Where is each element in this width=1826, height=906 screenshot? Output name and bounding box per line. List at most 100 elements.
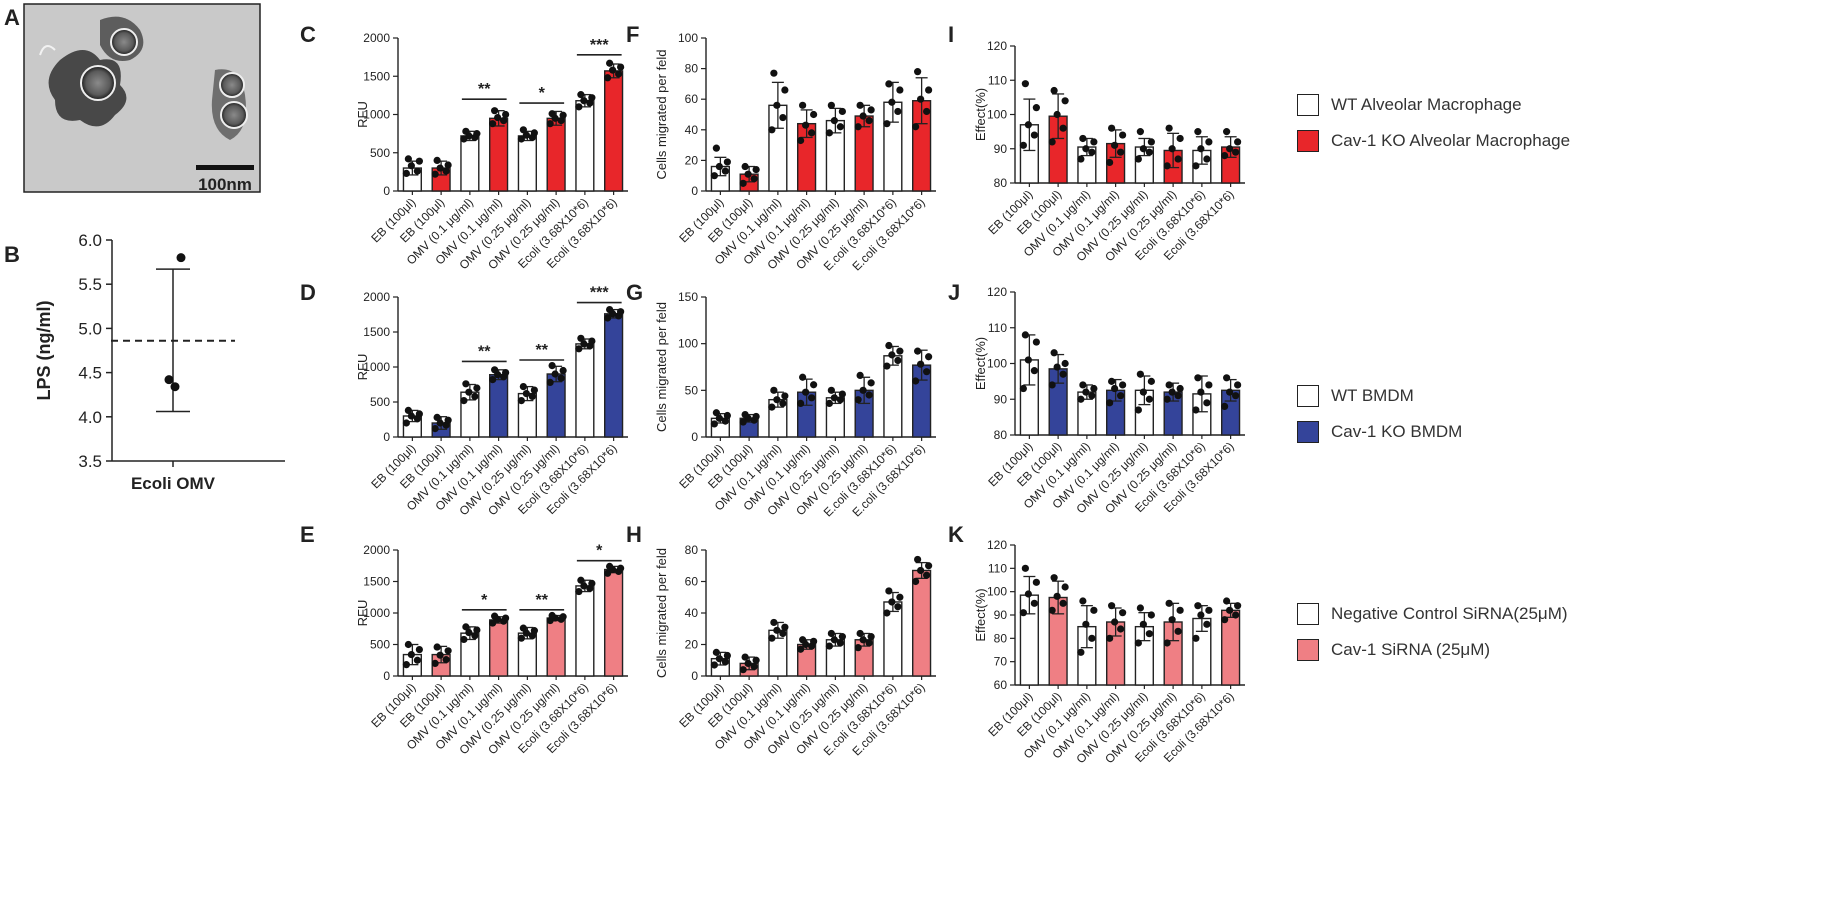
data-point bbox=[1088, 148, 1096, 156]
data-point bbox=[1223, 128, 1231, 136]
data-point bbox=[1234, 381, 1242, 389]
data-point bbox=[768, 126, 776, 134]
bar bbox=[517, 135, 537, 192]
vesicle bbox=[110, 28, 138, 56]
data-point bbox=[491, 366, 499, 374]
data-point bbox=[462, 623, 470, 631]
data-point bbox=[1059, 124, 1067, 132]
bar bbox=[489, 374, 509, 438]
data-point bbox=[433, 643, 441, 651]
data-point bbox=[617, 564, 625, 572]
data-point bbox=[465, 628, 473, 637]
data-point bbox=[768, 634, 776, 642]
data-point bbox=[1197, 145, 1205, 153]
legend-swatch-wt bbox=[1297, 385, 1319, 407]
data-point bbox=[721, 658, 729, 666]
data-point bbox=[444, 161, 452, 169]
data-point bbox=[1139, 620, 1147, 628]
data-point bbox=[797, 645, 805, 653]
y-tick-label: 2000 bbox=[363, 543, 390, 557]
data-point bbox=[797, 399, 805, 407]
y-axis-label: Effect(%) bbox=[973, 88, 988, 141]
y-axis-label: Cells migrated per feld bbox=[654, 49, 669, 179]
data-point bbox=[810, 637, 818, 645]
data-point bbox=[752, 165, 760, 174]
panel-label-j: J bbox=[948, 280, 960, 305]
y-tick-label: 0 bbox=[691, 669, 698, 683]
data-point bbox=[1134, 155, 1142, 163]
data-point bbox=[431, 425, 439, 433]
panel-label-b: B bbox=[4, 242, 20, 267]
data-point bbox=[865, 639, 873, 647]
data-point bbox=[827, 386, 835, 394]
data-point bbox=[1079, 134, 1087, 143]
data-point bbox=[1024, 590, 1032, 598]
data-point bbox=[530, 129, 538, 137]
data-point bbox=[502, 614, 510, 622]
y-tick-label: 1500 bbox=[363, 575, 390, 589]
y-tick-label: 0 bbox=[383, 184, 390, 198]
y-tick-label: 0 bbox=[691, 184, 698, 198]
data-point bbox=[460, 397, 468, 405]
data-point bbox=[1082, 388, 1090, 396]
y-tick-label: 2000 bbox=[363, 290, 390, 304]
y-tick-label: 1000 bbox=[363, 108, 390, 122]
y-tick-label: 90 bbox=[994, 608, 1008, 622]
data-point bbox=[721, 417, 729, 425]
data-point bbox=[588, 579, 596, 587]
data-point bbox=[883, 362, 891, 370]
data-point bbox=[433, 413, 441, 421]
data-point bbox=[885, 80, 893, 88]
panel-label-i: I bbox=[948, 22, 954, 47]
bar bbox=[575, 343, 595, 438]
y-axis-label: Effect(%) bbox=[973, 337, 988, 390]
data-point bbox=[894, 356, 902, 365]
y-tick-label: 60 bbox=[685, 92, 699, 106]
data-point bbox=[894, 603, 902, 611]
data-point bbox=[575, 103, 583, 111]
data-point bbox=[404, 155, 412, 163]
y-tick-label: 1500 bbox=[363, 69, 390, 83]
y-tick-label: 100 bbox=[987, 108, 1007, 122]
data-point bbox=[615, 70, 623, 78]
data-point bbox=[1147, 377, 1155, 385]
data-point bbox=[494, 113, 502, 122]
bar bbox=[912, 569, 932, 677]
y-tick-label: 110 bbox=[988, 321, 1007, 335]
data-point bbox=[1032, 338, 1040, 346]
legend-swatch-ko bbox=[1297, 421, 1319, 443]
significance-label: ** bbox=[478, 81, 491, 98]
y-tick-label: 80 bbox=[994, 176, 1008, 190]
y-tick-label: 40 bbox=[685, 123, 699, 137]
y-tick-label: 100 bbox=[987, 357, 1007, 371]
data-point bbox=[1163, 395, 1171, 403]
data-point bbox=[781, 623, 789, 631]
data-point bbox=[896, 86, 904, 94]
data-point bbox=[1194, 128, 1202, 136]
data-point bbox=[773, 101, 781, 109]
bar bbox=[489, 619, 509, 677]
legend-label: Cav-1 SiRNA (25μM) bbox=[1331, 640, 1491, 659]
data-point bbox=[415, 410, 423, 418]
data-point bbox=[836, 639, 844, 647]
data-point bbox=[865, 117, 873, 125]
data-point bbox=[912, 577, 920, 586]
y-tick-label: 60 bbox=[994, 678, 1008, 692]
data-point bbox=[557, 374, 565, 382]
data-point bbox=[517, 634, 525, 642]
data-point bbox=[577, 576, 585, 584]
data-point bbox=[836, 396, 844, 404]
y-tick-label: 0 bbox=[691, 430, 698, 444]
data-point bbox=[176, 253, 186, 263]
data-point bbox=[489, 376, 497, 384]
data-point bbox=[460, 635, 468, 644]
data-point bbox=[1139, 388, 1147, 396]
data-point bbox=[1147, 138, 1155, 146]
data-point bbox=[1192, 162, 1200, 170]
data-point bbox=[1134, 639, 1142, 647]
data-point bbox=[1082, 620, 1090, 628]
data-point bbox=[489, 120, 497, 128]
data-point bbox=[854, 644, 862, 652]
